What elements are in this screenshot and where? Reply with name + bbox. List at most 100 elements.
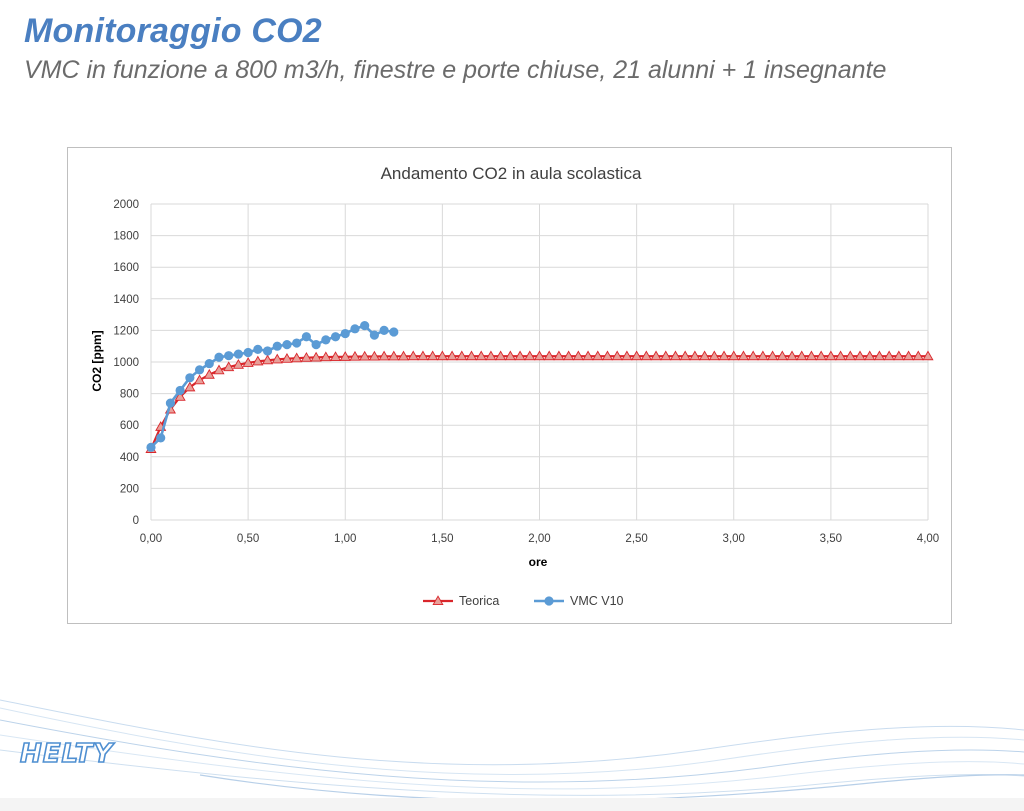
teorica-point (640, 350, 652, 361)
y-tick-labels: 0 200 400 600 800 1000 1200 1400 1600 1800 2000 (113, 199, 139, 527)
vmc-v10-point (253, 344, 263, 354)
x-axis-label: ore (529, 555, 548, 569)
teorica-point (432, 595, 444, 606)
teorica-point (553, 350, 565, 361)
vmc-v10-point (243, 347, 253, 358)
vmc-v10-point (165, 398, 176, 408)
x-tick-label: 1,00 (334, 533, 356, 545)
teorica-point (339, 351, 351, 361)
teorica-point (902, 350, 915, 361)
vmc-v10-point (350, 324, 360, 334)
teorica-point (300, 352, 312, 362)
svg-text:HELTY: HELTY (20, 739, 116, 768)
vmc-v10-point (194, 365, 205, 375)
teorica-point (776, 350, 788, 361)
vmc-v10-point (360, 321, 370, 331)
x-tick-label: 2,50 (625, 533, 647, 545)
teorica-point (815, 350, 827, 361)
slide-subtitle: VMC in funzione a 800 m3/h, finestre e p… (24, 56, 887, 84)
vmc-v10-point (321, 335, 331, 345)
y-tick-label: 400 (120, 452, 139, 464)
teorica-point (767, 350, 779, 361)
teorica-point (718, 350, 730, 361)
x-tick-labels: 0,00 0,50 1,00 1,50 2,00 2,50 3,00 3,50 4,00 (140, 533, 939, 545)
teorica-point (805, 350, 818, 361)
teorica-point (699, 350, 711, 361)
y-axis-label: CO2 [ppm] (90, 330, 104, 391)
chart-title: Andamento CO2 in aula scolastica (381, 164, 642, 183)
teorica-point (223, 361, 235, 372)
teorica-point (291, 352, 303, 363)
teorica-point (708, 350, 720, 361)
teorica-point (873, 350, 886, 361)
vmc-v10-point (204, 358, 214, 369)
chart-series (145, 321, 934, 453)
y-tick-label: 800 (120, 389, 139, 401)
teorica-point (543, 350, 555, 361)
teorica-point (650, 350, 662, 361)
teorica-point (893, 350, 905, 361)
teorica-point (864, 350, 876, 361)
teorica-point (601, 350, 614, 361)
vmc-v10-point (544, 596, 554, 606)
teorica-point (465, 350, 478, 361)
teorica-point (417, 350, 429, 361)
teorica-point (213, 364, 225, 375)
legend-item: Teorica (423, 594, 499, 608)
teorica-point (854, 350, 866, 361)
vmc-v10-point (311, 340, 321, 350)
slide-title: Monitoraggio CO2 (24, 12, 322, 50)
teorica-point (737, 350, 750, 361)
vmc-v10-point (389, 327, 399, 337)
vmc-v10-point (233, 349, 244, 359)
y-tick-label: 1400 (113, 294, 139, 306)
teorica-point (796, 350, 808, 361)
teorica-point (485, 350, 497, 361)
x-tick-label: 0,00 (140, 533, 162, 545)
teorica-point (611, 350, 623, 361)
y-tick-label: 200 (120, 483, 139, 495)
vmc-v10-point (369, 330, 379, 340)
teorica-point (368, 350, 380, 361)
vmc-v10-point (156, 433, 166, 443)
teorica-point (174, 391, 186, 401)
teorica-point (320, 351, 332, 362)
teorica-point (378, 350, 390, 361)
teorica-point (844, 350, 856, 361)
vmc-v10-point (340, 328, 350, 339)
teorica-point (495, 350, 507, 361)
legend-label: VMC V10 (570, 594, 624, 608)
teorica-point (689, 350, 701, 361)
vmc-v10-point (185, 373, 195, 383)
y-tick-label: 1800 (113, 231, 139, 243)
teorica-point (835, 350, 847, 361)
vmc-v10-point (330, 332, 341, 342)
x-tick-label: 3,00 (723, 533, 745, 545)
teorica-point (592, 350, 604, 361)
legend-item: VMC V10 (534, 594, 624, 608)
legend-label: Teorica (459, 594, 499, 608)
y-tick-label: 1000 (113, 357, 139, 369)
teorica-point (728, 350, 740, 361)
teorica-point (533, 350, 546, 361)
vmc-v10-point (224, 351, 234, 361)
vmc-v10-point (262, 346, 273, 356)
teorica-point (582, 350, 594, 361)
vmc-v10-point (282, 340, 292, 350)
teorica-point (242, 357, 254, 367)
teorica-point (184, 381, 196, 392)
helty-logo: HELTY (19, 738, 116, 768)
teorica-point (329, 351, 342, 361)
teorica-point (621, 350, 633, 361)
vmc-v10-point (146, 442, 156, 452)
x-tick-label: 0,50 (237, 533, 259, 545)
teorica-point (922, 350, 934, 361)
teorica-point (660, 350, 672, 361)
teorica-point (427, 350, 439, 361)
teorica-point (786, 350, 798, 361)
teorica-point (572, 350, 584, 361)
chart-frame: Andamento CO2 in aula scolastica 0 200 400… (67, 147, 952, 624)
teorica-point (388, 350, 400, 361)
teorica-point (446, 350, 458, 361)
